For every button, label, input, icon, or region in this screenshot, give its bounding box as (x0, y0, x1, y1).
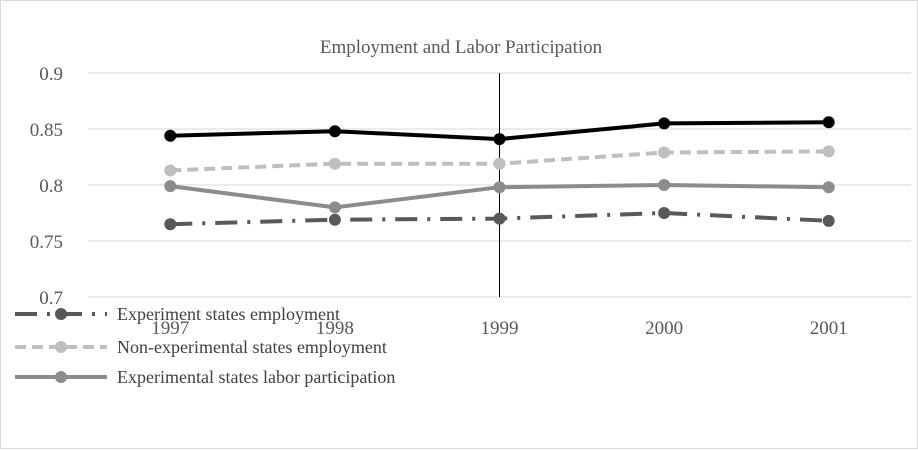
data-point (493, 212, 506, 225)
y-tick-label: 0.75 (30, 232, 63, 253)
data-point (493, 157, 506, 170)
legend-item-1: Non-experimental states employment (15, 337, 387, 357)
data-point (822, 181, 835, 194)
x-tick-label: 1998 (316, 318, 354, 339)
legend-swatch-marker (55, 341, 67, 353)
legend-label: Experimental states labor participation (117, 367, 395, 387)
x-tick-label: 1999 (481, 318, 519, 339)
data-point (822, 145, 835, 158)
x-tick-labels: 1997 1998 1999 2000 2001 (151, 318, 847, 339)
data-point (328, 213, 341, 226)
data-point (328, 201, 341, 214)
data-point (164, 180, 177, 193)
x-tick-label: 1997 (151, 318, 189, 339)
legend-swatch-marker (55, 308, 67, 320)
x-tick-label: 2000 (645, 318, 683, 339)
data-point (164, 129, 177, 142)
y-tick-labels: 0.7 0.75 0.8 0.85 0.9 (30, 64, 63, 309)
series-0 (164, 207, 835, 231)
legend-label: Experiment states employment (117, 304, 340, 324)
y-tick-label: 0.7 (39, 288, 63, 309)
legend-label: Non-experimental states employment (117, 337, 387, 357)
legend-item-0: Experiment states employment (15, 304, 340, 324)
legend: Experiment states employment Non-experime… (15, 304, 395, 387)
data-point (164, 218, 177, 231)
data-point (658, 117, 671, 130)
data-point (658, 207, 671, 219)
x-tick-label: 2001 (810, 318, 848, 339)
data-point (822, 116, 835, 129)
data-point (658, 179, 671, 191)
data-point (328, 157, 341, 170)
series-1 (164, 145, 835, 177)
series-2 (164, 179, 835, 214)
data-point (493, 181, 506, 194)
data-point (493, 133, 506, 146)
series-layer (164, 116, 835, 231)
y-tick-label: 0.9 (39, 64, 63, 85)
y-tick-label: 0.8 (39, 176, 63, 197)
y-tick-label: 0.85 (30, 120, 63, 141)
legend-item-2: Experimental states labor participation (15, 367, 395, 387)
data-point (658, 146, 671, 159)
chart-title: Employment and Labor Participation (320, 37, 603, 58)
data-point (822, 214, 835, 227)
series-3 (164, 116, 835, 146)
data-point (164, 164, 177, 177)
legend-swatch-marker (55, 371, 67, 383)
data-point (328, 125, 341, 138)
